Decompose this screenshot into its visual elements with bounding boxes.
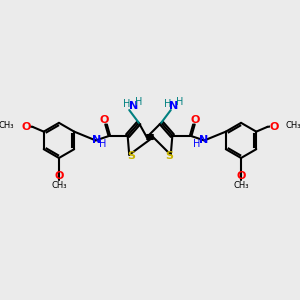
Text: S: S	[127, 151, 135, 160]
Text: H: H	[123, 100, 130, 110]
Text: O: O	[269, 122, 278, 132]
Text: O: O	[236, 171, 246, 181]
Text: N: N	[169, 101, 178, 111]
Text: S: S	[165, 151, 173, 160]
Text: N: N	[199, 135, 208, 145]
Text: O: O	[100, 116, 109, 125]
Text: CH₃: CH₃	[51, 182, 67, 190]
Text: H: H	[194, 140, 201, 149]
Text: CH₃: CH₃	[233, 182, 249, 190]
Text: O: O	[22, 122, 31, 132]
Text: H: H	[176, 97, 183, 107]
Text: N: N	[129, 101, 138, 111]
Text: CH₃: CH₃	[286, 121, 300, 130]
Text: H: H	[164, 100, 171, 110]
Text: N: N	[92, 135, 101, 145]
Text: O: O	[191, 116, 200, 125]
Text: CH₃: CH₃	[0, 121, 14, 130]
Text: H: H	[135, 97, 142, 107]
Text: O: O	[54, 171, 64, 181]
Text: H: H	[99, 140, 106, 149]
